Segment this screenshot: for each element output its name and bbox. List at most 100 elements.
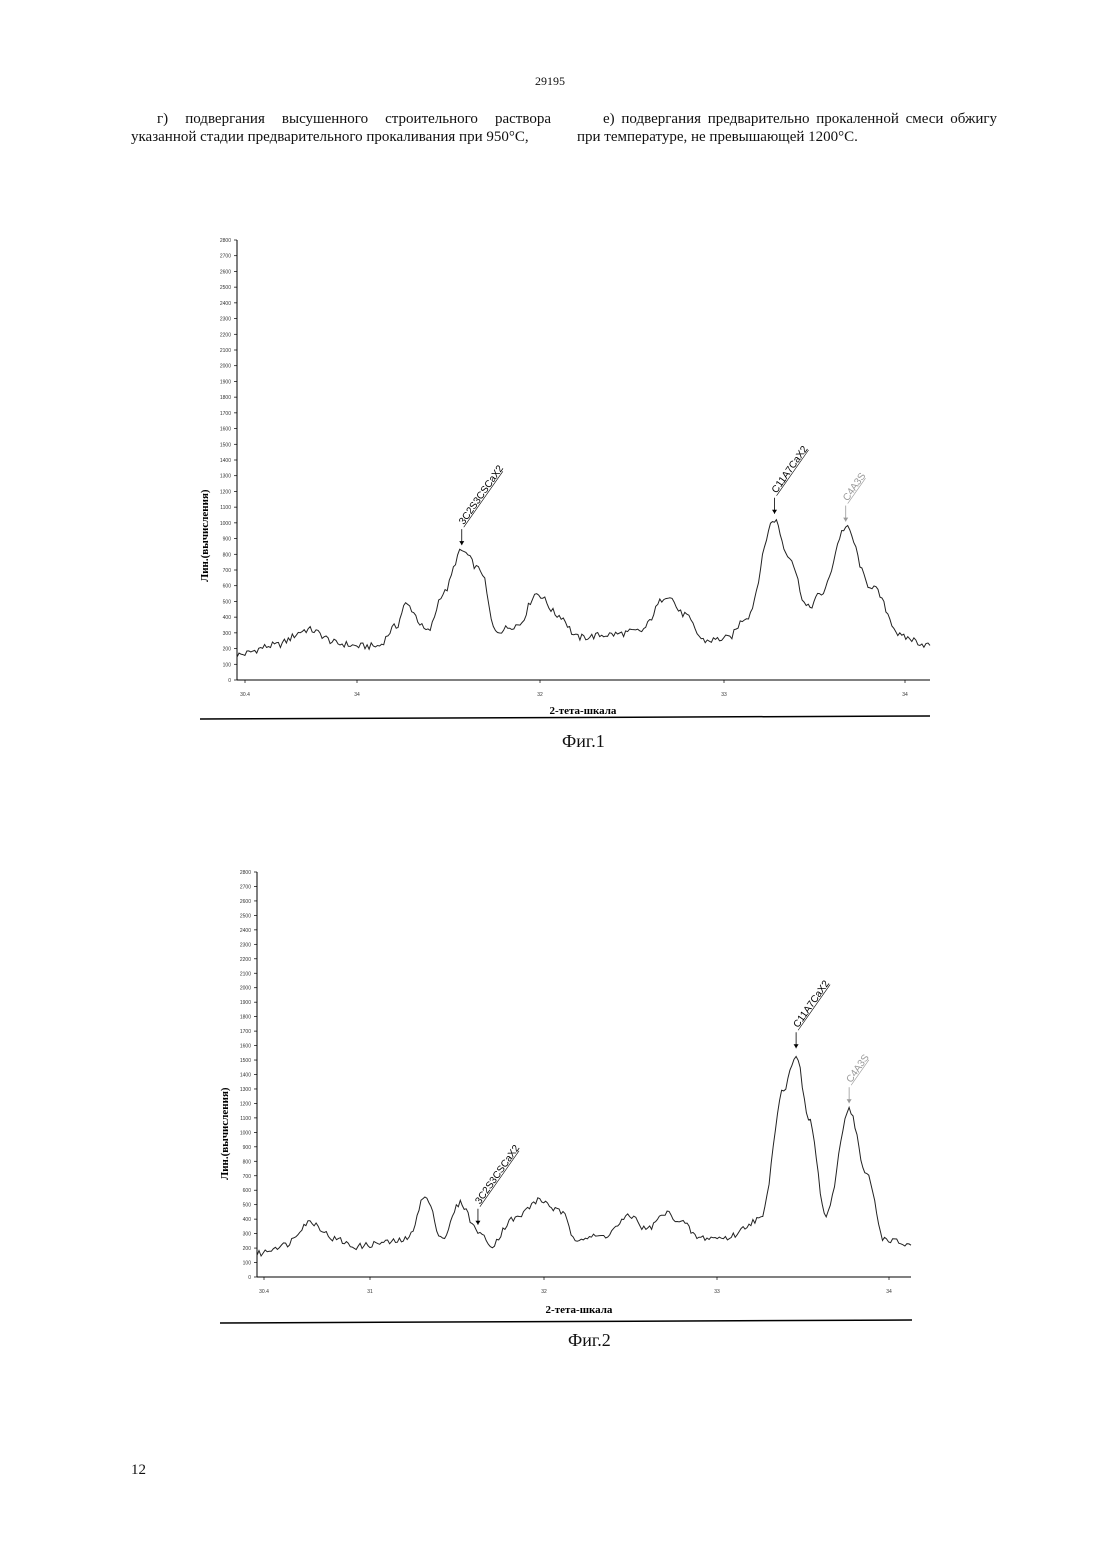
y-tick-label: 500 bbox=[223, 599, 232, 605]
y-tick-label: 2400 bbox=[240, 928, 251, 934]
y-tick-label: 1600 bbox=[220, 427, 231, 433]
y-tick-label: 600 bbox=[243, 1188, 252, 1194]
y-tick-label: 1500 bbox=[220, 442, 231, 448]
y-tick-label: 400 bbox=[243, 1217, 252, 1223]
y-tick-label: 2800 bbox=[220, 238, 231, 244]
y-tick-label: 2500 bbox=[240, 913, 251, 919]
y-tick-label: 100 bbox=[243, 1261, 252, 1267]
y-tick-label: 400 bbox=[223, 615, 232, 621]
y-tick-label: 1900 bbox=[240, 1000, 251, 1006]
peak-label: C11A7CaX2 bbox=[792, 978, 833, 1030]
x-tick-label: 33 bbox=[714, 1289, 720, 1295]
peak-annotation: 3C2S3CSCaX2 bbox=[473, 1143, 522, 1225]
y-tick-label: 2000 bbox=[220, 364, 231, 370]
peak-annotation: 3C2S3CSCaX2 bbox=[457, 463, 506, 545]
figure-2-y-label: Лин.(вычисления) bbox=[219, 1087, 231, 1180]
x-tick-label: 34 bbox=[886, 1289, 892, 1295]
x-tick-label: 31 bbox=[367, 1289, 373, 1295]
figure-1-series-line bbox=[237, 520, 930, 657]
peak-annotation: C11A7CaX2 bbox=[792, 978, 833, 1048]
y-tick-label: 200 bbox=[243, 1246, 252, 1252]
y-tick-label: 0 bbox=[228, 678, 231, 684]
x-tick-label: 32 bbox=[541, 1289, 547, 1295]
y-tick-label: 300 bbox=[223, 631, 232, 637]
peak-annotation: C4A3S bbox=[841, 471, 868, 522]
figure-1-x-label: 2-тета-шкала bbox=[550, 705, 617, 717]
y-tick-label: 0 bbox=[248, 1275, 251, 1281]
y-tick-label: 700 bbox=[243, 1174, 252, 1180]
y-tick-label: 600 bbox=[223, 584, 232, 590]
y-tick-label: 200 bbox=[223, 647, 232, 653]
y-tick-label: 1200 bbox=[240, 1101, 251, 1107]
peak-label-underline bbox=[480, 1151, 519, 1207]
y-tick-label: 1900 bbox=[220, 379, 231, 385]
figure-1-caption: Фиг.1 bbox=[562, 731, 605, 752]
peak-label: C11A7CaX2 bbox=[770, 444, 811, 496]
y-tick-label: 1400 bbox=[240, 1073, 251, 1079]
arrow-head-icon bbox=[843, 518, 848, 522]
y-tick-label: 1200 bbox=[220, 489, 231, 495]
y-tick-label: 100 bbox=[223, 662, 232, 668]
paragraph-e: е) подвергания предварительно прокаленно… bbox=[577, 110, 997, 146]
peak-label-underline bbox=[464, 471, 503, 527]
y-tick-label: 1600 bbox=[240, 1044, 251, 1050]
peak-annotation: C4A3S bbox=[845, 1052, 872, 1103]
y-tick-label: 2100 bbox=[220, 348, 231, 354]
y-tick-label: 2700 bbox=[220, 254, 231, 260]
y-tick-label: 1400 bbox=[220, 458, 231, 464]
y-tick-label: 1300 bbox=[240, 1087, 251, 1093]
arrow-head-icon bbox=[794, 1044, 799, 1048]
paragraph-g: г) подвергания высушенного строительного… bbox=[131, 110, 551, 146]
y-tick-label: 1700 bbox=[240, 1029, 251, 1035]
y-tick-label: 700 bbox=[223, 568, 232, 574]
text-column-right: е) подвергания предварительно прокаленно… bbox=[577, 110, 997, 146]
peak-label: C4A3S bbox=[845, 1052, 872, 1085]
y-tick-label: 2500 bbox=[220, 285, 231, 291]
page-header-number: 29195 bbox=[0, 74, 1100, 89]
y-tick-label: 800 bbox=[243, 1159, 252, 1165]
y-tick-label: 1800 bbox=[240, 1015, 251, 1021]
y-tick-label: 1700 bbox=[220, 411, 231, 417]
peak-annotation: C11A7CaX2 bbox=[770, 444, 811, 514]
x-tick-label: 33 bbox=[721, 692, 727, 698]
y-tick-label: 1100 bbox=[220, 505, 231, 511]
arrow-head-icon bbox=[459, 541, 464, 545]
y-tick-label: 1000 bbox=[240, 1130, 251, 1136]
y-tick-label: 1800 bbox=[220, 395, 231, 401]
arrow-head-icon bbox=[847, 1099, 852, 1103]
y-tick-label: 2300 bbox=[240, 942, 251, 948]
y-tick-label: 2200 bbox=[220, 332, 231, 338]
x-tick-label: 34 bbox=[902, 692, 908, 698]
y-tick-label: 1000 bbox=[220, 521, 231, 527]
y-tick-label: 2000 bbox=[240, 986, 251, 992]
figure-1-chart: 2800270026002500240023002200210020001900… bbox=[0, 220, 1100, 740]
y-tick-label: 2400 bbox=[220, 301, 231, 307]
arrow-head-icon bbox=[772, 510, 777, 514]
y-tick-label: 900 bbox=[223, 537, 232, 543]
page-number: 12 bbox=[131, 1462, 146, 1479]
figure-2-caption: Фиг.2 bbox=[568, 1330, 611, 1351]
y-tick-label: 2100 bbox=[240, 971, 251, 977]
figure-2-chart: 2800270026002500240023002200210020001900… bbox=[0, 850, 1100, 1340]
text-column-left: г) подвергания высушенного строительного… bbox=[131, 110, 551, 146]
peak-label: 3C2S3CSCaX2 bbox=[473, 1143, 522, 1207]
x-tick-label: 30.4 bbox=[240, 692, 250, 698]
y-tick-label: 1100 bbox=[240, 1116, 251, 1122]
figure-2-series-line bbox=[257, 1056, 911, 1256]
y-tick-label: 300 bbox=[243, 1232, 252, 1238]
figure-2-x-label: 2-тета-шкала bbox=[546, 1304, 613, 1316]
y-tick-label: 900 bbox=[243, 1145, 252, 1151]
y-tick-label: 2200 bbox=[240, 957, 251, 963]
arrow-head-icon bbox=[475, 1221, 480, 1225]
y-tick-label: 2600 bbox=[240, 899, 251, 905]
y-tick-label: 500 bbox=[243, 1203, 252, 1209]
x-tick-label: 32 bbox=[537, 692, 543, 698]
y-tick-label: 2800 bbox=[240, 870, 251, 876]
y-tick-label: 1300 bbox=[220, 474, 231, 480]
figure-1-y-label: Лин.(вычисления) bbox=[199, 489, 211, 582]
y-tick-label: 2600 bbox=[220, 269, 231, 275]
y-tick-label: 2300 bbox=[220, 317, 231, 323]
y-tick-label: 2700 bbox=[240, 884, 251, 890]
y-tick-label: 800 bbox=[223, 552, 232, 558]
peak-label: C4A3S bbox=[841, 471, 868, 504]
